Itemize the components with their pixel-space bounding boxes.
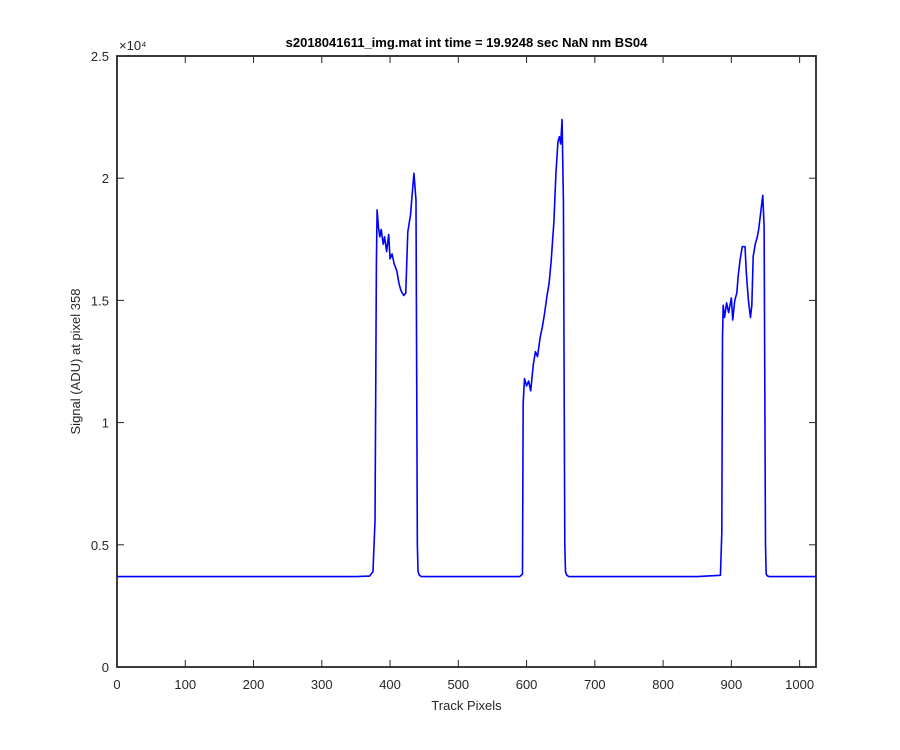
x-tick-label: 900 xyxy=(721,677,743,692)
x-axis-label: Track Pixels xyxy=(431,698,502,713)
y-tick-label: 0 xyxy=(102,660,109,675)
y-tick-label: 2.5 xyxy=(91,49,109,64)
x-tick-label: 300 xyxy=(311,677,333,692)
y-tick-label: 1 xyxy=(102,416,109,431)
y-tick-label: 1.5 xyxy=(91,293,109,308)
x-tick-label: 1000 xyxy=(785,677,814,692)
x-tick-label: 500 xyxy=(447,677,469,692)
series-layer xyxy=(117,118,816,578)
x-tick-label: 200 xyxy=(243,677,265,692)
y-axis-exponent: ×10⁴ xyxy=(119,38,147,53)
x-tick-label: 0 xyxy=(113,677,120,692)
x-tick-label: 600 xyxy=(516,677,538,692)
x-tick-label: 100 xyxy=(174,677,196,692)
y-axis-label: Signal (ADU) at pixel 358 xyxy=(68,289,83,435)
series-line xyxy=(117,118,816,578)
plot-frame xyxy=(116,55,817,668)
ticks: 0 100 200 300 400 500 600 700 800 900 1000 0 0.5 1 1.5… xyxy=(91,49,816,692)
y-tick-label: 0.5 xyxy=(91,538,109,553)
x-tick-label: 800 xyxy=(652,677,674,692)
x-tick-label: 700 xyxy=(584,677,606,692)
y-tick-label: 2 xyxy=(102,171,109,186)
x-tick-label: 400 xyxy=(379,677,401,692)
chart-title: s2018041611_img.mat int time = 19.9248 s… xyxy=(286,35,648,50)
plot-area xyxy=(117,56,816,667)
